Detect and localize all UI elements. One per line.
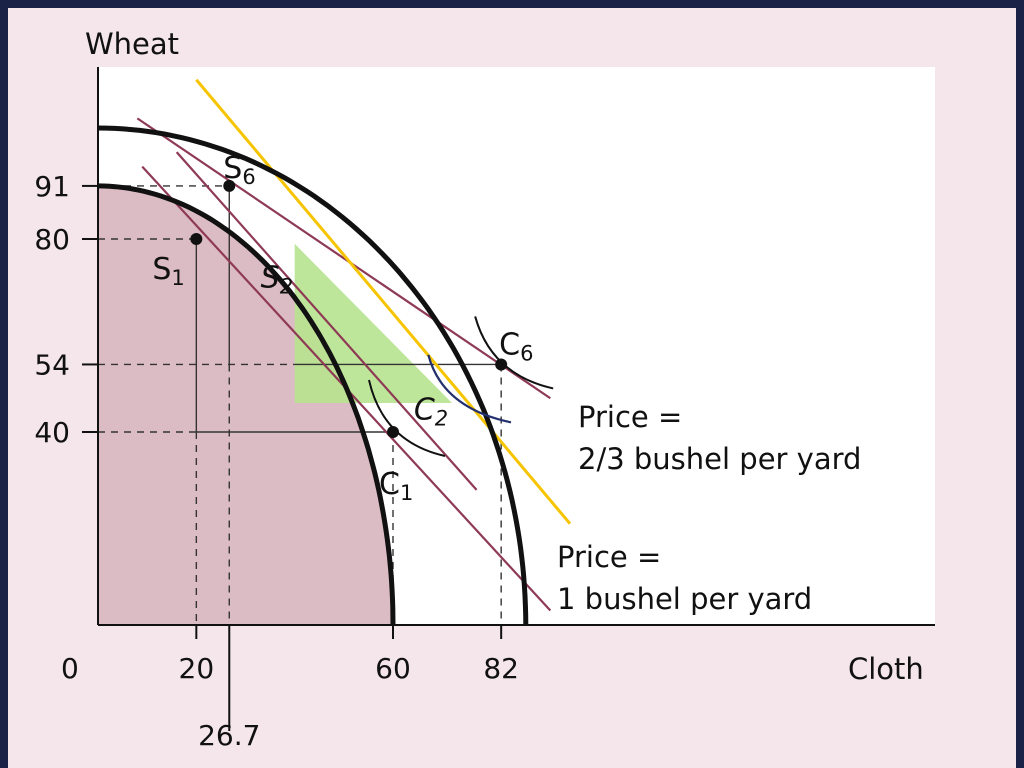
annotation-price-one-line1: Price = bbox=[557, 540, 661, 574]
price-line-s1-c1 bbox=[175, 151, 478, 491]
point-label-s1: S1 bbox=[152, 252, 184, 290]
origin-label: 0 bbox=[61, 652, 79, 685]
point-label-base: S bbox=[223, 151, 242, 186]
point-label-subscript: 6 bbox=[242, 165, 255, 189]
yellow-price-line bbox=[195, 78, 572, 525]
point-label-subscript: 6 bbox=[520, 341, 533, 365]
y-tick-label-40: 40 bbox=[34, 416, 70, 449]
point-label-subscript: 1 bbox=[171, 266, 184, 290]
x-tick-label-60: 60 bbox=[375, 652, 411, 685]
annotation-price-two-thirds-line1: Price = bbox=[578, 400, 682, 434]
point-s1 bbox=[190, 233, 203, 245]
point-label-base: C bbox=[414, 392, 435, 427]
point-label-subscript: 2 bbox=[435, 406, 448, 430]
ppf-inner-curve bbox=[97, 183, 396, 626]
y-tick-label-91: 91 bbox=[34, 170, 70, 203]
point-label-base: S bbox=[152, 252, 171, 287]
point-c6 bbox=[495, 358, 508, 371]
point-label-s2: S2 bbox=[261, 261, 293, 299]
point-c1 bbox=[387, 426, 399, 438]
point-s6 bbox=[223, 179, 236, 192]
point-label-subscript: 2 bbox=[280, 275, 293, 299]
y-tick-label-54: 54 bbox=[34, 348, 70, 381]
data-points bbox=[190, 179, 508, 438]
point-label-base: C bbox=[379, 467, 400, 502]
price-line-two-thirds bbox=[136, 117, 551, 400]
point-label-base: S bbox=[261, 261, 280, 296]
annotation-price-two-thirds-line2: 2/3 bushel per yard bbox=[578, 442, 861, 476]
point-label-s6: S6 bbox=[223, 151, 255, 189]
point-label-c1: C1 bbox=[379, 467, 413, 505]
point-label-base: C bbox=[499, 327, 520, 362]
y-axis-title: Wheat bbox=[85, 27, 179, 61]
annotation-price-one-line2: 1 bushel per yard bbox=[557, 582, 812, 616]
indifference-curve-c2 bbox=[427, 354, 512, 424]
x-axis-title: Cloth bbox=[848, 652, 924, 686]
chart-frame: 91 80 54 40 20 60 82 26.7 Wheat Cloth 0 S1 S6 S2 C… bbox=[8, 8, 1016, 768]
point-label-c6: C6 bbox=[499, 327, 533, 365]
ppf-outer-curve bbox=[97, 125, 529, 626]
x-tick-label-26-7: 26.7 bbox=[198, 719, 260, 752]
y-tick-label-80: 80 bbox=[34, 223, 70, 256]
x-tick-label-20: 20 bbox=[179, 652, 215, 685]
point-label-subscript: 1 bbox=[400, 481, 413, 505]
ppf-inner-fill bbox=[98, 185, 393, 625]
point-label-c2: C2 bbox=[414, 392, 448, 430]
x-tick-label-82: 82 bbox=[483, 652, 519, 685]
